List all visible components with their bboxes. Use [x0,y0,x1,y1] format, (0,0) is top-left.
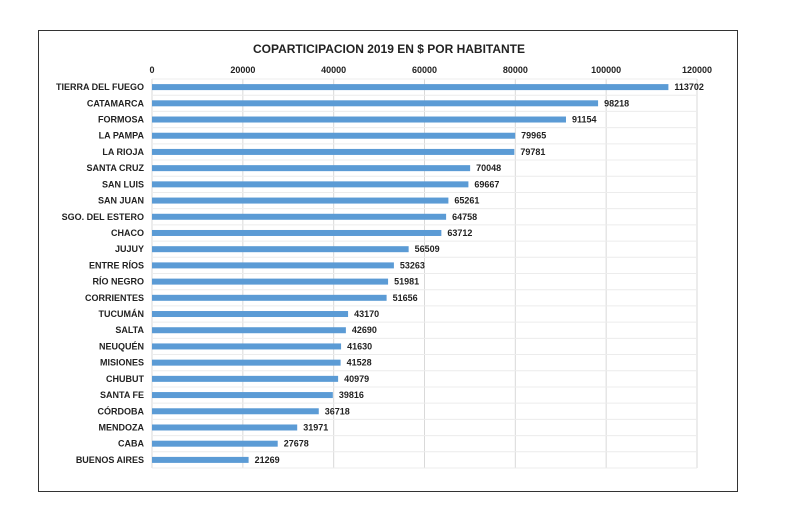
data-label: 113702 [674,82,704,92]
data-label: 91154 [572,115,597,125]
data-label: 42690 [352,325,377,335]
bar [152,424,298,431]
category-label: CHACO [111,228,144,238]
bar [152,229,442,236]
bar [152,343,342,350]
bar [152,197,449,204]
data-label: 31971 [303,422,328,432]
category-label: SALTA [115,325,144,335]
category-label: LA RIOJA [102,147,144,157]
category-label: TUCUMÁN [99,309,145,319]
bar [152,165,471,172]
category-label: MENDOZA [99,422,145,432]
data-label: 79965 [521,131,546,141]
bar [152,148,515,155]
data-label: 41630 [347,341,372,351]
category-label: CÓRDOBA [98,405,145,416]
data-label: 51981 [394,277,419,287]
category-label: BUENOS AIRES [76,455,144,465]
bar [152,375,339,382]
x-tick-label: 40000 [321,65,346,75]
category-label: CABA [118,439,144,449]
bar [152,132,516,139]
bar [152,456,249,463]
category-label: CORRIENTES [85,293,144,303]
data-label: 53263 [400,260,425,270]
x-tick-label: 100000 [591,65,621,75]
data-label: 43170 [354,309,379,319]
x-tick-label: 60000 [412,65,437,75]
category-label: LA PAMPA [99,131,145,141]
data-label: 27678 [284,439,309,449]
bar [152,278,389,285]
bar [152,181,469,188]
category-label: JUJUY [115,244,144,254]
x-tick-label: 20000 [230,65,255,75]
category-label: CHUBUT [106,374,144,384]
category-label: CATAMARCA [87,98,145,108]
category-label: FORMOSA [98,115,144,125]
data-label: 41528 [347,358,372,368]
category-label: SAN LUIS [102,179,144,189]
data-label: 65261 [454,196,479,206]
chart-frame: COPARTICIPACION 2019 EN $ POR HABITANTE … [38,30,738,492]
bar [152,311,349,318]
data-label: 63712 [447,228,472,238]
bar [152,116,566,123]
bar [152,392,333,399]
bar [152,408,319,415]
data-label: 39816 [339,390,364,400]
data-label: 98218 [604,98,629,108]
category-label: SANTA CRUZ [87,163,145,173]
category-label: MISIONES [100,358,144,368]
category-label: NEUQUÉN [99,341,144,351]
data-label: 56509 [415,244,440,254]
data-label: 69667 [474,179,499,189]
data-label: 70048 [476,163,501,173]
bar [152,440,278,447]
category-label: SANTA FE [100,390,144,400]
data-label: 79781 [520,147,545,157]
bar [152,294,387,301]
category-label: ENTRE RÍOS [89,260,144,270]
data-label: 21269 [255,455,280,465]
bar [152,213,447,220]
x-tick-label: 0 [149,65,154,75]
data-label: 64758 [452,212,477,222]
category-label: SGO. DEL ESTERO [62,212,144,222]
chart-title: COPARTICIPACION 2019 EN $ POR HABITANTE [253,42,525,56]
bar [152,359,341,366]
data-label: 51656 [393,293,418,303]
bar [152,84,669,91]
category-label: TIERRA DEL FUEGO [56,82,144,92]
category-label: SAN JUAN [98,196,144,206]
bar [152,100,599,107]
category-label: RÍO NEGRO [92,277,144,287]
data-label: 40979 [344,374,369,384]
bar [152,262,394,269]
bar [152,246,409,253]
bar-chart: COPARTICIPACION 2019 EN $ POR HABITANTE … [56,42,712,469]
x-tick-label: 80000 [503,65,528,75]
data-label: 36718 [325,406,350,416]
bar [152,327,346,334]
x-tick-label: 120000 [682,65,712,75]
